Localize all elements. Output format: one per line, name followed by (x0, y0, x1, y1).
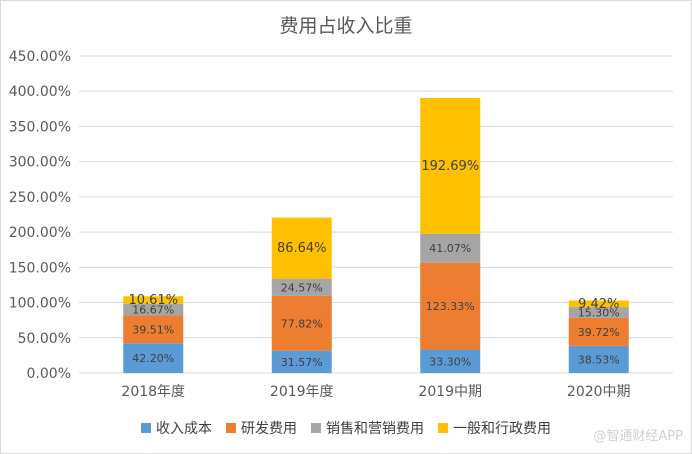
bar-segment (568, 345, 629, 373)
x-tick-label: 2019中期 (418, 384, 482, 400)
data-label: 77.82% (281, 317, 323, 330)
legend-item: 销售和营销费用 (311, 418, 424, 438)
legend-label: 收入成本 (156, 421, 212, 437)
legend-label: 一般和行政费用 (453, 421, 551, 437)
bar-segment (420, 97, 481, 234)
bar-segment (271, 350, 332, 373)
legend-swatch (226, 423, 236, 433)
data-label: 9.42% (578, 297, 619, 312)
legend-item: 研发费用 (226, 418, 297, 438)
legend-item: 收入成本 (141, 418, 212, 438)
data-label: 10.61% (128, 293, 178, 308)
data-label: 16.67% (132, 304, 174, 317)
bar-segment (123, 315, 184, 344)
legend-label: 研发费用 (241, 421, 297, 437)
bar-segment (271, 295, 332, 351)
x-tick-label: 2019年度 (270, 384, 334, 400)
y-tick-label: 100.00% (9, 296, 71, 312)
data-label: 123.33% (426, 300, 475, 313)
bar-segment (568, 300, 629, 308)
watermark: @智通财经APP (593, 429, 683, 444)
y-tick-label: 200.00% (9, 225, 71, 241)
data-label: 24.57% (281, 281, 323, 294)
data-label: 31.57% (281, 356, 323, 369)
y-tick-label: 350.00% (9, 119, 71, 135)
bar-segment (271, 217, 332, 279)
bar-segment (123, 303, 184, 316)
bar-segment (568, 307, 629, 318)
data-label: 15.30% (578, 306, 620, 319)
data-label: 33.30% (429, 355, 471, 368)
legend-swatch (438, 423, 448, 433)
data-label: 192.69% (421, 159, 479, 174)
y-tick-label: 50.00% (18, 331, 71, 347)
y-tick-label: 450.00% (9, 49, 71, 65)
y-tick-label: 250.00% (9, 190, 71, 206)
bar-segment (420, 262, 481, 350)
x-tick-label: 2018年度 (121, 384, 185, 400)
data-label: 42.20% (132, 352, 174, 365)
y-tick-label: 400.00% (9, 84, 71, 100)
bar-segment (568, 317, 629, 346)
y-tick-label: 300.00% (9, 155, 71, 171)
x-tick-label: 2020中期 (567, 384, 631, 400)
chart-title: 费用占收入比重 (279, 15, 413, 37)
bar-segment (420, 233, 481, 263)
legend-swatch (311, 423, 321, 433)
data-label: 41.07% (429, 242, 471, 255)
data-label: 39.51% (132, 323, 174, 336)
bar-segment (123, 296, 184, 304)
bar-segment (271, 278, 332, 296)
data-label: 86.64% (277, 241, 327, 256)
data-label: 39.72% (578, 326, 620, 339)
bar-segment (420, 349, 481, 373)
y-tick-label: 0.00% (27, 366, 71, 382)
legend-swatch (141, 423, 151, 433)
legend-label: 销售和营销费用 (326, 421, 424, 437)
legend: 收入成本 研发费用 销售和营销费用 一般和行政费用 (1, 418, 691, 438)
bar-segment (123, 343, 184, 373)
data-label: 38.53% (578, 353, 620, 366)
legend-item: 一般和行政费用 (438, 418, 551, 438)
y-tick-label: 150.00% (9, 260, 71, 276)
